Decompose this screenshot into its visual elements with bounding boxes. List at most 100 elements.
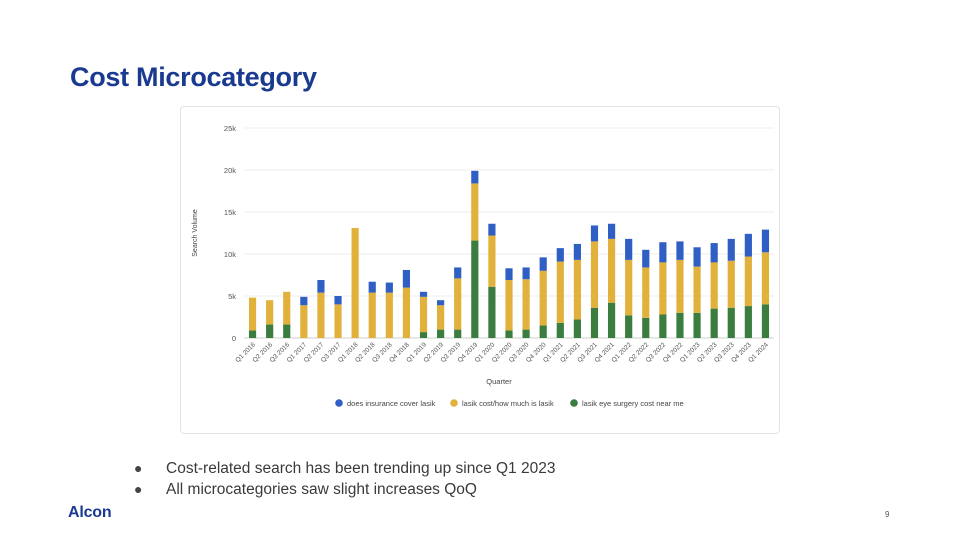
bar-segment xyxy=(454,267,462,279)
bar-segment xyxy=(505,280,513,331)
bar-segment xyxy=(676,259,684,313)
bar-segment xyxy=(334,304,342,338)
y-tick-label: 5k xyxy=(228,292,236,301)
bar-segment xyxy=(659,242,667,263)
bar-segment xyxy=(505,330,513,338)
bar-segment xyxy=(522,267,530,280)
bar-segment xyxy=(590,307,599,338)
bar-segment xyxy=(744,306,752,338)
bar-segment xyxy=(283,324,291,338)
bar-segment xyxy=(761,229,770,253)
bar-segment xyxy=(283,291,291,325)
bar-segment xyxy=(642,249,650,268)
bar-segment xyxy=(300,305,308,338)
bar-segment xyxy=(522,279,530,330)
bar-segment xyxy=(556,248,564,262)
bar-segment xyxy=(710,308,718,338)
bar-segment xyxy=(488,286,496,338)
bar-segment xyxy=(727,307,735,338)
bar-segment xyxy=(385,282,393,293)
slide-title: Cost Microcategory xyxy=(70,62,317,92)
bar-segment xyxy=(573,259,581,320)
bar-segment xyxy=(402,269,411,288)
bar-segment xyxy=(642,317,650,338)
bar-segment xyxy=(385,292,393,338)
bar-segment xyxy=(368,281,376,293)
bar-segment xyxy=(488,223,496,236)
bar-segment xyxy=(505,268,513,281)
bar-segment xyxy=(539,325,547,338)
y-axis-title: Search Volume xyxy=(192,209,199,257)
bar-segment xyxy=(471,240,479,338)
bar-segment xyxy=(590,225,599,242)
bar-segment xyxy=(744,256,752,307)
alcon-logo: Alcon xyxy=(68,504,112,521)
bar-segment xyxy=(556,322,564,338)
bar-segment xyxy=(454,278,462,330)
bar-segment xyxy=(522,329,530,338)
bar-segment xyxy=(710,262,718,309)
bullet-item: ● All microcategories saw slight increase… xyxy=(130,479,555,500)
bar-segment xyxy=(693,312,701,338)
y-tick-label: 15k xyxy=(224,208,236,217)
bar-segment xyxy=(744,233,752,257)
chart-card: 0 5k 10k 15k 20k 25k Q1 2016 Q2 2016 Q3 2016 Q1 2… xyxy=(180,106,780,434)
bar-segment xyxy=(437,329,445,338)
y-tick-label: 0 xyxy=(232,334,236,343)
legend-swatch-icon xyxy=(335,399,343,407)
bar-segment xyxy=(590,241,599,308)
bar-segment xyxy=(368,292,376,338)
bar-segment xyxy=(266,300,274,325)
bar-segment xyxy=(625,238,633,260)
bar-segment xyxy=(266,324,274,338)
bar-segment xyxy=(317,280,325,293)
bullet-dot-icon: ● xyxy=(134,460,143,476)
bar-segment xyxy=(625,315,633,338)
bullet-item: ● Cost-related search has been trending u… xyxy=(130,458,555,479)
bar-segment xyxy=(761,304,770,338)
bar-segment xyxy=(248,330,257,338)
bullet-list: ● Cost-related search has been trending u… xyxy=(130,458,555,500)
bar-segment xyxy=(659,262,667,315)
bar-segment xyxy=(402,287,411,338)
bar-segment xyxy=(454,329,462,338)
bar-segment xyxy=(351,227,359,338)
bar-segment xyxy=(556,261,564,323)
bar-segment xyxy=(248,297,257,331)
bar-segment xyxy=(676,241,684,260)
bar-segment xyxy=(676,312,684,338)
bar-segment xyxy=(317,292,325,338)
bar-segment xyxy=(419,332,428,338)
bullet-dot-icon: ● xyxy=(134,481,143,497)
bar-segment xyxy=(607,223,616,239)
y-tick-label: 25k xyxy=(224,124,236,133)
bar-segment xyxy=(693,247,701,267)
bar-segment xyxy=(419,291,428,297)
bar-segment xyxy=(488,235,496,287)
bar-segment xyxy=(539,270,547,326)
bar-segment xyxy=(659,314,667,338)
bar-segment xyxy=(642,267,650,318)
y-tick-label: 20k xyxy=(224,166,236,175)
bar-segment xyxy=(607,302,616,338)
y-tick-label: 10k xyxy=(224,250,236,259)
bar-segment xyxy=(471,183,479,241)
bar-segment xyxy=(471,170,479,184)
bar-segment xyxy=(419,296,428,333)
bar-segment xyxy=(607,238,616,303)
bar-segment xyxy=(437,305,445,330)
bar-segment xyxy=(437,300,445,306)
x-axis-title: Quarter xyxy=(486,377,512,386)
bullet-text: Cost-related search has been trending up… xyxy=(166,460,556,477)
legend-label: lasik cost/how much is lasik xyxy=(462,399,554,408)
bullet-text: All microcategories saw slight increases… xyxy=(166,481,477,498)
legend-swatch-icon xyxy=(570,399,578,407)
bar-segment xyxy=(334,296,342,305)
bar-segment xyxy=(710,243,718,263)
bar-segment xyxy=(761,252,770,305)
bar-segment xyxy=(573,243,581,260)
bar-segment xyxy=(625,259,633,316)
bar-segment xyxy=(727,260,735,308)
bar-segment xyxy=(539,257,547,271)
